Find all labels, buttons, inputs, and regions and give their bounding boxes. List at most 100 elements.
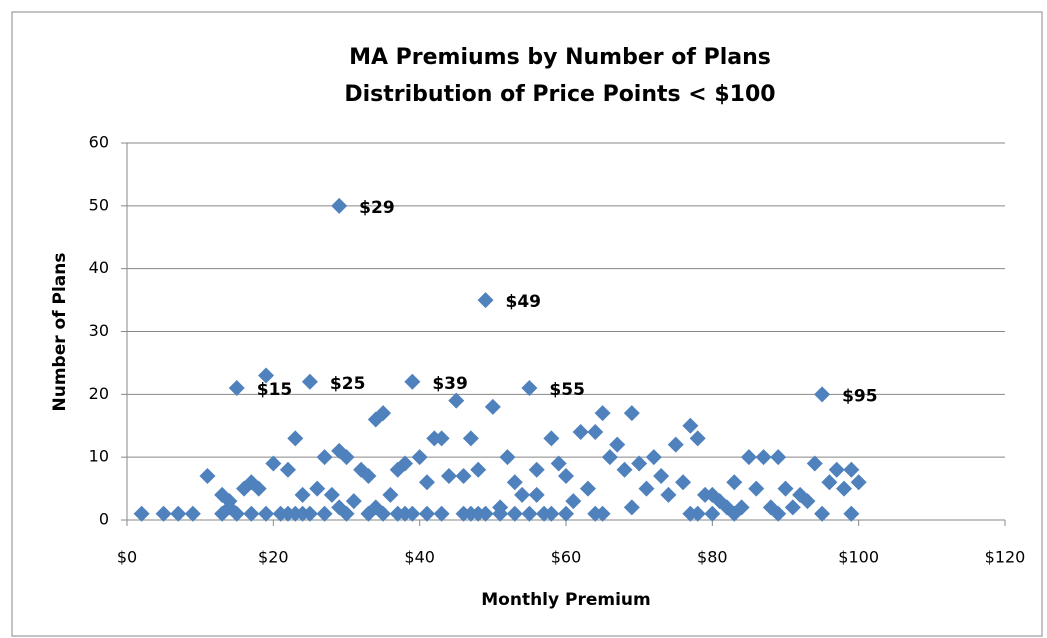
point (258, 367, 275, 384)
point (689, 430, 706, 447)
point (689, 505, 706, 522)
point (821, 474, 838, 491)
x-tick-label: $20 (258, 548, 289, 567)
annotation: $15 (257, 380, 293, 400)
point (316, 449, 333, 466)
point (623, 499, 640, 516)
point (653, 468, 670, 485)
point (301, 505, 318, 522)
x-tick-label: $80 (697, 548, 728, 567)
point (558, 468, 574, 485)
point (440, 468, 457, 485)
point (155, 505, 172, 522)
point (784, 499, 801, 516)
point (587, 424, 604, 441)
point (762, 499, 779, 516)
point (404, 505, 421, 522)
point (258, 505, 275, 522)
y-tick-label: 30 (89, 321, 109, 340)
point (375, 405, 392, 422)
point (740, 449, 757, 466)
point (565, 493, 582, 510)
point (558, 505, 574, 522)
point (265, 455, 282, 472)
y-tick-label: 20 (89, 384, 109, 403)
point (470, 461, 487, 478)
point (550, 455, 567, 472)
point (506, 505, 523, 522)
point (616, 461, 633, 478)
chart-title: MA Premiums by Number of Plans (349, 45, 771, 70)
x-axis-label: Monthly Premium (481, 590, 651, 610)
point (814, 505, 831, 522)
annotation: $49 (506, 292, 542, 312)
point (704, 505, 721, 522)
point (514, 486, 531, 503)
point (799, 493, 816, 510)
y-axis-label: Number of Plans (50, 252, 70, 411)
y-tick-label: 40 (89, 258, 109, 277)
y-tick-label: 0 (99, 510, 109, 529)
point (660, 486, 677, 503)
point (521, 505, 538, 522)
point (806, 455, 823, 472)
point (528, 486, 545, 503)
point (499, 449, 516, 466)
point (484, 398, 501, 415)
point (367, 499, 384, 516)
point (718, 499, 735, 516)
point (638, 480, 655, 497)
y-tick-label: 10 (89, 447, 109, 466)
point (382, 486, 399, 503)
point (287, 430, 304, 447)
x-tick-label: $0 (117, 548, 137, 567)
point (528, 461, 545, 478)
point (279, 461, 296, 478)
point (345, 493, 362, 510)
point (133, 505, 150, 522)
point (338, 505, 355, 522)
annotation: $25 (330, 374, 366, 394)
point (770, 449, 787, 466)
point (411, 449, 428, 466)
point (397, 455, 414, 472)
point (814, 386, 831, 403)
point (433, 505, 450, 522)
point (184, 505, 201, 522)
annotation: $55 (549, 380, 585, 400)
point (433, 430, 450, 447)
point (448, 392, 465, 409)
point (572, 424, 589, 441)
point (477, 505, 494, 522)
point (477, 292, 494, 309)
point (645, 449, 662, 466)
point (506, 474, 523, 491)
point (675, 474, 692, 491)
y-tick-label: 60 (89, 133, 109, 152)
point (623, 405, 640, 422)
x-tick-label: $60 (551, 548, 582, 567)
point (331, 197, 348, 214)
point (726, 474, 743, 491)
point (404, 373, 421, 390)
point (294, 486, 311, 503)
point (250, 480, 267, 497)
point (631, 455, 648, 472)
point (170, 505, 187, 522)
point (594, 405, 611, 422)
point (221, 493, 238, 510)
point (770, 505, 787, 522)
point (843, 505, 860, 522)
point (682, 417, 699, 434)
point (521, 380, 538, 397)
point (667, 436, 684, 453)
point (323, 486, 340, 503)
point (836, 480, 853, 497)
x-tick-label: $40 (404, 548, 435, 567)
point (228, 505, 245, 522)
point (418, 505, 435, 522)
point (199, 468, 216, 485)
annotation: $29 (359, 198, 395, 218)
point (748, 480, 765, 497)
